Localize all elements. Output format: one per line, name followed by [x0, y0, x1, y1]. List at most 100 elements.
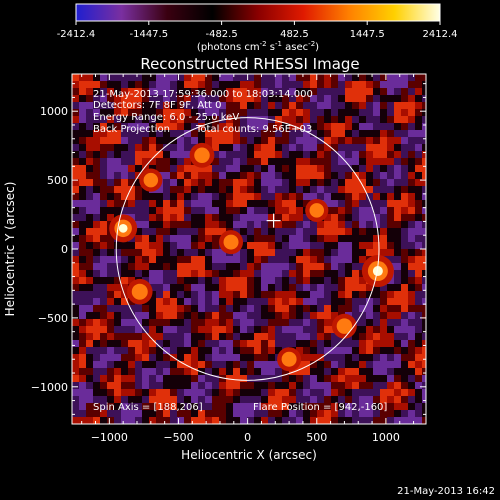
heatmap-cell — [268, 193, 276, 201]
heatmap-cell — [338, 151, 346, 159]
heatmap-cell — [233, 375, 241, 383]
heatmap-cell — [233, 417, 241, 424]
heatmap-cell — [373, 249, 381, 257]
heatmap-cell — [324, 95, 332, 103]
heatmap-cell — [79, 165, 87, 173]
heatmap-cell — [184, 361, 192, 369]
heatmap-cell — [422, 172, 426, 180]
heatmap-cell — [247, 354, 255, 362]
heatmap-cell — [149, 417, 157, 424]
heatmap-cell — [149, 410, 157, 418]
heatmap-cell — [142, 221, 150, 229]
heatmap-cell — [198, 123, 206, 131]
heatmap-cell — [254, 186, 262, 194]
heatmap-cell — [156, 382, 164, 390]
heatmap-cell — [79, 137, 87, 145]
heatmap-cell — [142, 270, 150, 278]
heatmap-cell — [128, 74, 136, 82]
heatmap-cell — [170, 179, 178, 187]
heatmap-cell — [135, 249, 143, 257]
heatmap-cell — [415, 186, 423, 194]
heatmap-cell — [380, 74, 388, 82]
heatmap-cell — [268, 214, 276, 222]
heatmap-cell — [254, 305, 262, 313]
heatmap-cell — [93, 340, 101, 348]
heatmap-cell — [373, 228, 381, 236]
heatmap-cell — [317, 179, 325, 187]
heatmap-cell — [135, 256, 143, 264]
heatmap-cell — [247, 207, 255, 215]
heatmap-cell — [156, 389, 164, 397]
heatmap-cell — [415, 165, 423, 173]
heatmap-cell — [233, 249, 241, 257]
heatmap-cell — [268, 354, 276, 362]
heatmap-cell — [282, 165, 290, 173]
heatmap-cell — [310, 179, 318, 187]
heatmap-cell — [282, 144, 290, 152]
heatmap-cell — [233, 368, 241, 376]
heatmap-cell — [163, 95, 171, 103]
heatmap-cell — [135, 95, 143, 103]
heatmap-cell — [366, 172, 374, 180]
heatmap-cell — [93, 158, 101, 166]
heatmap-cell — [86, 319, 94, 327]
heatmap-cell — [254, 403, 262, 411]
heatmap-cell — [310, 95, 318, 103]
heatmap-cell — [205, 242, 213, 250]
heatmap-cell — [366, 151, 374, 159]
heatmap-cell — [296, 389, 304, 397]
heatmap-cell — [345, 207, 353, 215]
heatmap-cell — [310, 347, 318, 355]
heatmap-cell — [324, 312, 332, 320]
heatmap-cell — [401, 256, 409, 264]
heatmap-cell — [114, 333, 122, 341]
heatmap-cell — [93, 207, 101, 215]
heatmap-cell — [261, 151, 269, 159]
heatmap-cell — [100, 410, 108, 418]
heatmap-cell — [149, 221, 157, 229]
heatmap-cell — [156, 333, 164, 341]
heatmap-cell — [415, 207, 423, 215]
heatmap-cell — [275, 186, 283, 194]
y-tick-label: 1000 — [40, 105, 68, 118]
heatmap-cell — [177, 396, 185, 404]
heatmap-cell — [191, 333, 199, 341]
heatmap-cell — [226, 88, 234, 96]
heatmap-cell — [226, 137, 234, 145]
heatmap-cell — [415, 144, 423, 152]
source-core — [309, 203, 325, 218]
heatmap-cell — [93, 172, 101, 180]
heatmap-cell — [86, 235, 94, 243]
heatmap-cell — [149, 298, 157, 306]
heatmap-cell — [247, 116, 255, 124]
heatmap-cell — [282, 249, 290, 257]
heatmap-cell — [324, 102, 332, 110]
heatmap-cell — [135, 270, 143, 278]
heatmap-cell — [317, 172, 325, 180]
heatmap-cell — [114, 389, 122, 397]
heatmap-cell — [212, 109, 220, 117]
heatmap-cell — [177, 144, 185, 152]
heatmap-cell — [79, 158, 87, 166]
heatmap-cell — [415, 403, 423, 411]
heatmap-cell — [331, 130, 339, 138]
heatmap-cell — [359, 396, 367, 404]
colorbar-units-label: (photons cm-2 s-1 asec-2) — [197, 40, 319, 53]
heatmap-cell — [324, 256, 332, 264]
heatmap-cell — [373, 284, 381, 292]
heatmap-cell — [366, 102, 374, 110]
heatmap-cell — [240, 137, 248, 145]
colorbar-tick-label: 2412.4 — [423, 29, 458, 40]
heatmap-cell — [261, 347, 269, 355]
heatmap-cell — [289, 326, 297, 334]
heatmap-cell — [79, 74, 87, 82]
heatmap-cell — [282, 389, 290, 397]
heatmap-cell — [177, 123, 185, 131]
heatmap-cell — [86, 291, 94, 299]
heatmap-cell — [345, 403, 353, 411]
heatmap-cell — [100, 298, 108, 306]
heatmap-cell — [275, 102, 283, 110]
heatmap-cell — [93, 144, 101, 152]
heatmap-cell — [282, 151, 290, 159]
heatmap-cell — [198, 193, 206, 201]
